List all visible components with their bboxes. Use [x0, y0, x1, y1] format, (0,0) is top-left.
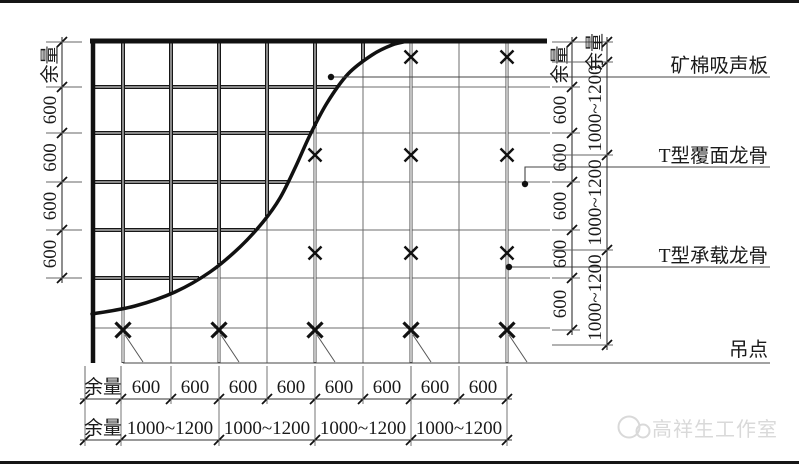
dim-label-left: 600 — [40, 192, 61, 221]
studio-logo-icon — [617, 415, 641, 439]
hanger-tie-line — [412, 334, 432, 363]
hanger-x-mark — [499, 49, 515, 65]
dim-label-left: 600 — [40, 143, 61, 172]
dim-label-bottom-1000: 余量 — [84, 417, 122, 439]
dim-label-bottom-600: 600 — [181, 377, 210, 398]
dim-label-bottom-600: 600 — [132, 377, 161, 398]
component-label-carrier: T型承载龙骨 — [659, 245, 768, 267]
frame-border-top — [0, 0, 799, 3]
dim-label-bottom-1000: 1000~1200 — [224, 418, 310, 439]
dim-label-bottom-600: 600 — [421, 377, 450, 398]
dim-label-left: 600 — [40, 240, 61, 269]
dim-label-right-outer: 余量 — [584, 33, 606, 71]
hanger-tie-line — [124, 334, 144, 363]
dim-label-right-inner: 600 — [550, 240, 571, 269]
hanger-x-mark — [403, 49, 419, 65]
installation-phase-curve — [90, 39, 410, 316]
studio-watermark: 高祥生工作室 — [652, 418, 778, 441]
dim-label-right-inner: 600 — [550, 290, 571, 319]
dim-label-bottom-1000: 1000~1200 — [416, 418, 502, 439]
hanger-x-mark — [114, 321, 132, 339]
hanger-x-mark — [403, 245, 419, 261]
studio-logo-icon — [635, 423, 651, 439]
hanger-x-mark — [306, 321, 324, 339]
hanger-tie-line — [316, 334, 336, 363]
dim-label-left: 余量 — [39, 45, 61, 83]
hanger-x-mark — [307, 245, 323, 261]
dim-label-right-inner: 600 — [550, 143, 571, 172]
hanger-x-mark — [499, 147, 515, 163]
hanger-x-mark — [499, 245, 515, 261]
component-label-cover: T型覆面龙骨 — [659, 145, 768, 167]
component-label-panel: 矿棉吸声板 — [670, 55, 768, 77]
dim-label-right-outer: 1000~1200 — [585, 254, 606, 340]
hanger-x-mark — [498, 321, 516, 339]
leader-dot-carrier — [505, 263, 513, 271]
leader-line-cover — [524, 166, 770, 184]
dim-label-right-inner: 600 — [550, 192, 571, 221]
component-label-hang: 吊点 — [729, 339, 768, 361]
dim-label-bottom-600: 600 — [325, 377, 354, 398]
dim-label-right-outer: 1000~1200 — [585, 159, 606, 245]
dim-label-bottom-600: 余量 — [84, 376, 122, 398]
dim-label-bottom-1000: 1000~1200 — [127, 418, 213, 439]
hanger-tie-line — [220, 334, 240, 363]
hanger-tie-line — [508, 334, 528, 363]
dim-label-bottom-600: 600 — [373, 377, 402, 398]
dim-label-left: 600 — [40, 96, 61, 125]
dim-label-bottom-600: 600 — [229, 377, 258, 398]
hanger-x-mark — [402, 321, 420, 339]
hanger-x-mark — [307, 147, 323, 163]
hanger-x-mark — [403, 147, 419, 163]
leader-dot-cover — [521, 180, 529, 188]
dim-label-right-outer: 1000~1200 — [585, 65, 606, 151]
dim-label-bottom-600: 600 — [277, 377, 306, 398]
hanger-x-mark — [210, 321, 228, 339]
dim-label-right-inner: 600 — [550, 96, 571, 125]
dim-label-bottom-1000: 1000~1200 — [320, 418, 406, 439]
dim-label-right-inner: 余量 — [549, 45, 571, 83]
leader-dot-panel — [327, 73, 335, 81]
dim-label-bottom-600: 600 — [469, 377, 498, 398]
frame-border-bottom — [0, 461, 799, 464]
